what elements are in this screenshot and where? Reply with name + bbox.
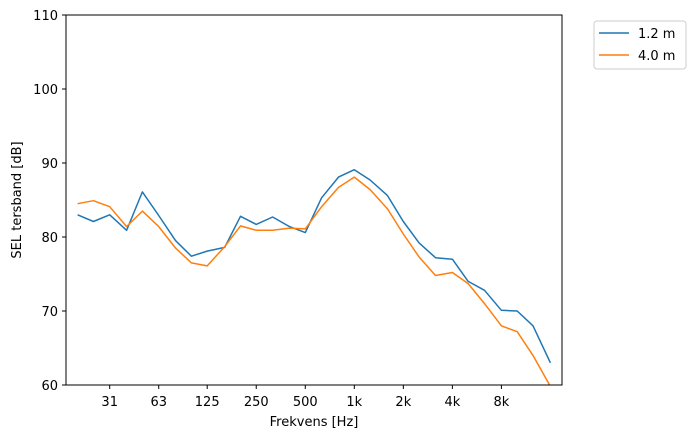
plot-frame (65, 14, 563, 386)
x-tick-label: 8k (493, 395, 509, 410)
series-line-4-0-m (77, 176, 551, 385)
y-tick-label: 80 (41, 231, 58, 246)
x-tick-label: 125 (195, 395, 220, 410)
y-tick-label: 110 (33, 9, 58, 24)
legend: 1.2 m 4.0 m (593, 20, 687, 70)
x-axis: 31 63 125 250 500 1k 2k 4k 8k (101, 385, 510, 410)
x-tick-label: 500 (293, 395, 318, 410)
y-tick-label: 70 (41, 305, 58, 320)
x-tick-label: 4k (444, 395, 460, 410)
x-tick-label: 1k (346, 395, 362, 410)
legend-label: 4.0 m (638, 49, 675, 64)
y-axis-label: SEL tersband [dB] (10, 141, 25, 258)
series-line-1-2-m (77, 168, 552, 364)
series-layer (77, 168, 552, 385)
y-axis: 60 70 80 90 100 110 (33, 9, 66, 394)
x-tick-label: 250 (244, 395, 269, 410)
x-axis-label: Frekvens [Hz] (270, 415, 359, 430)
y-tick-label: 60 (41, 379, 58, 394)
x-tick-label: 2k (395, 395, 411, 410)
x-tick-label: 31 (101, 395, 118, 410)
y-tick-label: 100 (33, 83, 58, 98)
x-tick-label: 63 (150, 395, 167, 410)
y-tick-label: 90 (41, 157, 58, 172)
legend-label: 1.2 m (638, 27, 675, 42)
